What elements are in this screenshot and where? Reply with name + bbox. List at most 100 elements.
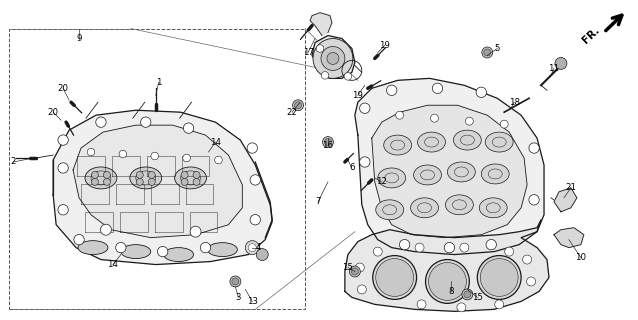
Text: 3: 3 (235, 293, 241, 302)
Ellipse shape (175, 167, 207, 189)
Polygon shape (345, 220, 549, 311)
Circle shape (460, 243, 469, 252)
Circle shape (148, 172, 155, 179)
Circle shape (505, 247, 514, 256)
Circle shape (500, 120, 508, 128)
Circle shape (373, 256, 417, 300)
Circle shape (417, 300, 426, 309)
Bar (10, 28, 305, 309)
Circle shape (91, 172, 98, 179)
Circle shape (250, 215, 260, 225)
Circle shape (322, 137, 334, 148)
Circle shape (181, 172, 188, 179)
Circle shape (464, 291, 471, 298)
Circle shape (58, 163, 68, 173)
Circle shape (58, 135, 68, 145)
Circle shape (529, 195, 539, 205)
Circle shape (360, 157, 370, 167)
Text: 11: 11 (549, 64, 560, 73)
Circle shape (457, 303, 466, 312)
Circle shape (465, 117, 473, 125)
Circle shape (200, 243, 211, 253)
Polygon shape (355, 78, 544, 255)
Circle shape (484, 49, 491, 56)
Circle shape (96, 117, 106, 127)
Circle shape (357, 285, 366, 294)
Circle shape (181, 179, 188, 185)
Circle shape (183, 123, 194, 133)
Circle shape (477, 256, 521, 300)
Ellipse shape (78, 241, 108, 255)
Ellipse shape (447, 162, 475, 182)
Text: 10: 10 (575, 253, 586, 262)
Ellipse shape (411, 198, 438, 218)
Text: 16: 16 (322, 140, 334, 149)
Text: 4: 4 (255, 243, 261, 252)
Circle shape (444, 243, 455, 253)
Text: 17: 17 (302, 48, 313, 57)
Circle shape (158, 246, 168, 257)
Circle shape (433, 83, 443, 93)
Text: 6: 6 (349, 164, 355, 172)
Text: 15: 15 (343, 263, 353, 272)
Circle shape (396, 111, 404, 119)
Text: 9: 9 (77, 34, 82, 43)
Circle shape (91, 179, 98, 185)
Circle shape (321, 46, 345, 70)
Circle shape (526, 277, 535, 286)
Circle shape (137, 179, 144, 185)
Ellipse shape (121, 244, 151, 259)
Ellipse shape (164, 248, 193, 261)
Circle shape (137, 172, 144, 179)
Ellipse shape (207, 243, 237, 257)
Circle shape (115, 243, 126, 253)
Text: 14: 14 (107, 260, 119, 269)
Circle shape (431, 114, 438, 122)
Text: 5: 5 (494, 44, 500, 53)
Ellipse shape (481, 164, 509, 184)
Circle shape (321, 72, 329, 79)
Circle shape (480, 259, 518, 296)
Circle shape (140, 117, 151, 127)
Circle shape (352, 268, 359, 275)
Circle shape (399, 239, 410, 250)
Circle shape (387, 85, 397, 95)
Circle shape (247, 143, 258, 153)
Circle shape (248, 244, 256, 252)
Ellipse shape (383, 135, 412, 155)
Text: 12: 12 (376, 177, 387, 187)
Circle shape (325, 139, 332, 146)
Circle shape (415, 243, 424, 252)
Text: 19: 19 (352, 91, 363, 100)
Text: 8: 8 (449, 287, 454, 296)
Circle shape (426, 260, 470, 303)
Text: 7: 7 (315, 197, 321, 206)
Circle shape (58, 204, 68, 215)
Circle shape (250, 175, 260, 185)
Ellipse shape (130, 167, 161, 189)
Polygon shape (554, 188, 577, 212)
Text: 20: 20 (48, 108, 59, 117)
Polygon shape (53, 110, 272, 265)
Text: 13: 13 (247, 297, 258, 306)
Text: 1: 1 (156, 78, 161, 87)
Polygon shape (312, 36, 355, 78)
Text: 22: 22 (286, 108, 297, 117)
Text: 15: 15 (472, 293, 483, 302)
Polygon shape (310, 13, 332, 36)
Circle shape (256, 249, 268, 260)
Circle shape (103, 179, 110, 185)
Circle shape (151, 152, 158, 160)
Circle shape (344, 73, 352, 80)
Circle shape (87, 148, 95, 156)
Text: 18: 18 (508, 98, 519, 107)
Circle shape (214, 156, 222, 164)
Circle shape (350, 266, 360, 277)
Circle shape (148, 179, 155, 185)
Circle shape (232, 278, 239, 285)
Circle shape (100, 224, 112, 235)
Circle shape (429, 262, 466, 300)
Circle shape (190, 226, 201, 237)
Circle shape (183, 154, 190, 162)
Circle shape (293, 100, 304, 111)
